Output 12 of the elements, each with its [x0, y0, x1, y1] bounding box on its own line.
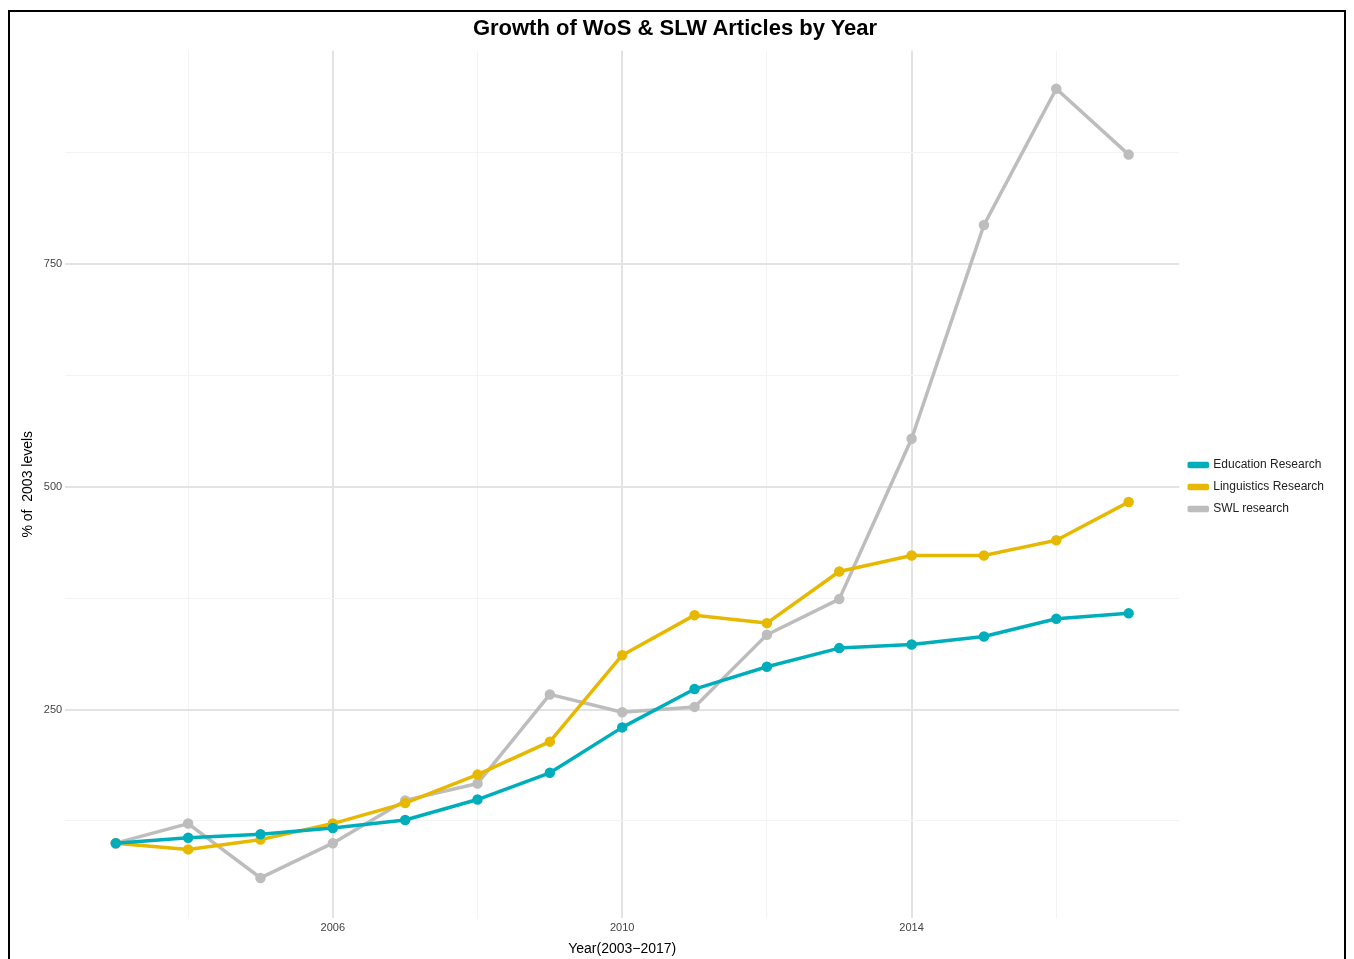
x-axis-title: Year(2003−2017) [568, 940, 677, 957]
x-tick-label: 2014 [899, 920, 924, 933]
y-tick-label: 750 [43, 257, 63, 270]
chart-title: Growth of WoS & SLW Articles by Year [472, 15, 878, 41]
x-tick-label: 2010 [609, 920, 635, 933]
legend-label: Education Research [1213, 457, 1322, 472]
x-tick-label: 2006 [320, 920, 346, 933]
legend-label: SWL research [1213, 501, 1289, 516]
y-axis-title: % of 2003 levels [19, 430, 36, 538]
legend-label: Linguistics Research [1213, 479, 1324, 494]
y-tick-label: 250 [43, 702, 63, 715]
y-tick-label: 500 [43, 479, 63, 492]
